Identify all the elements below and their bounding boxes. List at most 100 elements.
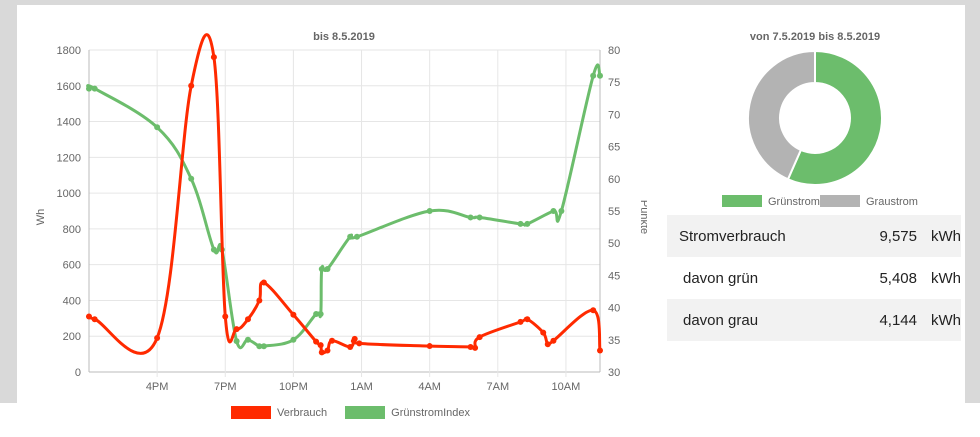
data-point-verbrauch[interactable]	[472, 344, 479, 351]
data-point-verbrauch[interactable]	[517, 318, 524, 325]
data-point-verbrauch[interactable]	[597, 347, 603, 354]
y2-tick-label: 65	[608, 142, 620, 154]
y2-tick-label: 30	[608, 367, 620, 379]
data-point-gruenstromindex[interactable]	[188, 175, 195, 182]
data-point-verbrauch[interactable]	[426, 343, 433, 350]
data-point-gruenstromindex[interactable]	[524, 220, 531, 227]
stats-label: Stromverbrauch	[679, 227, 786, 245]
data-point-verbrauch[interactable]	[324, 347, 331, 354]
main-chart-legend[interactable]: Verbrauch GrünstromIndex	[231, 406, 470, 419]
chart-grid	[88, 49, 601, 377]
data-point-gruenstromindex[interactable]	[597, 72, 603, 79]
data-point-verbrauch[interactable]	[356, 340, 363, 347]
y-axis-ticks: 0 200 400 600 800 1000 1200 1400 1600 1800	[57, 45, 81, 379]
data-point-verbrauch[interactable]	[550, 337, 557, 344]
data-point-gruenstromindex[interactable]	[347, 233, 354, 240]
consumption-stats-table: Stromverbrauch 9,575 kWh davon grün 5,40…	[667, 215, 961, 341]
data-point-verbrauch[interactable]	[256, 297, 263, 304]
data-point-gruenstromindex[interactable]	[317, 311, 324, 318]
data-point-gruenstromindex[interactable]	[467, 214, 474, 221]
x-tick-label: 4PM	[146, 381, 169, 393]
y-tick-label: 1400	[57, 117, 81, 129]
y-tick-label: 1000	[57, 188, 81, 200]
data-point-verbrauch[interactable]	[222, 313, 229, 320]
donut-legend-swatch-gruenstrom[interactable]	[722, 195, 762, 207]
y2-tick-label: 80	[608, 45, 620, 57]
donut-legend-label-graustrom[interactable]: Graustrom	[866, 196, 918, 208]
data-point-verbrauch[interactable]	[233, 326, 240, 333]
data-point-verbrauch[interactable]	[540, 329, 547, 336]
data-point-gruenstromindex[interactable]	[86, 85, 92, 92]
data-point-gruenstromindex[interactable]	[550, 208, 557, 214]
y-tick-label: 1600	[57, 81, 81, 93]
data-point-gruenstromindex[interactable]	[154, 124, 161, 131]
data-point-verbrauch[interactable]	[260, 279, 267, 286]
data-point-gruenstromindex[interactable]	[353, 233, 360, 240]
x-tick-label: 1AM	[350, 381, 373, 393]
data-point-verbrauch[interactable]	[86, 313, 92, 320]
data-point-verbrauch[interactable]	[524, 316, 531, 323]
data-point-gruenstromindex[interactable]	[256, 343, 263, 350]
donut-legend-swatch-graustrom[interactable]	[820, 195, 860, 207]
x-tick-label: 7AM	[486, 381, 509, 393]
data-point-gruenstromindex[interactable]	[426, 208, 433, 214]
data-point-gruenstromindex[interactable]	[590, 72, 597, 79]
data-point-verbrauch[interactable]	[317, 342, 324, 349]
data-point-gruenstromindex[interactable]	[244, 336, 251, 343]
data-point-verbrauch[interactable]	[467, 343, 474, 350]
data-point-verbrauch[interactable]	[313, 338, 320, 345]
data-point-gruenstromindex[interactable]	[91, 85, 98, 92]
data-point-verbrauch[interactable]	[476, 334, 483, 341]
y-tick-label: 1200	[57, 152, 81, 164]
y2-tick-label: 50	[608, 238, 620, 250]
donut-legend[interactable]: Grünstrom Graustrom	[722, 195, 918, 208]
data-point-verbrauch[interactable]	[351, 335, 358, 342]
data-point-gruenstromindex[interactable]	[210, 246, 217, 253]
y-tick-label: 600	[63, 260, 81, 272]
donut-slice-graustrom[interactable]	[747, 49, 816, 181]
y-tick-label: 800	[63, 224, 81, 236]
data-point-gruenstromindex[interactable]	[558, 208, 565, 214]
data-point-gruenstromindex[interactable]	[476, 214, 483, 221]
y2-tick-label: 40	[608, 303, 620, 315]
y-tick-label: 1800	[57, 45, 81, 57]
data-point-verbrauch[interactable]	[154, 335, 161, 342]
data-point-verbrauch[interactable]	[590, 307, 597, 314]
y2-tick-label: 55	[608, 206, 620, 218]
legend-swatch-gruenstromindex[interactable]	[345, 406, 386, 419]
legend-label-gruenstromindex[interactable]: GrünstromIndex	[391, 406, 471, 419]
data-point-verbrauch[interactable]	[290, 311, 297, 318]
data-point-gruenstromindex[interactable]	[290, 336, 297, 343]
data-point-verbrauch[interactable]	[244, 316, 251, 323]
stats-row: davon grau 4,144 kWh	[667, 299, 961, 341]
y2-axis-ticks: 30 35 40 45 50 55 60 65 70 75 80	[608, 45, 620, 379]
data-point-verbrauch[interactable]	[347, 343, 354, 350]
data-point-verbrauch[interactable]	[210, 54, 217, 61]
data-point-verbrauch[interactable]	[329, 337, 336, 344]
donut-legend-label-gruenstrom[interactable]: Grünstrom	[768, 196, 820, 208]
stats-unit: kWh	[931, 311, 961, 329]
y-axis-label: Wh	[35, 209, 47, 226]
stats-value: 5,408	[879, 269, 917, 287]
y-tick-label: 0	[75, 367, 81, 379]
data-point-gruenstromindex[interactable]	[517, 220, 524, 227]
stats-row: Stromverbrauch 9,575 kWh	[667, 215, 961, 257]
data-point-gruenstromindex[interactable]	[260, 343, 267, 350]
donut-slice-gruenstrom[interactable]	[786, 49, 883, 186]
legend-label-verbrauch[interactable]: Verbrauch	[277, 406, 328, 419]
y-tick-label: 400	[63, 295, 81, 307]
data-point-verbrauch[interactable]	[91, 316, 98, 323]
stats-label: davon grün	[683, 269, 759, 287]
data-point-gruenstromindex[interactable]	[233, 338, 240, 345]
stats-label: davon grau	[683, 311, 759, 329]
x-tick-label: 10PM	[279, 381, 308, 393]
data-point-verbrauch[interactable]	[544, 341, 551, 348]
legend-swatch-verbrauch[interactable]	[231, 406, 271, 419]
data-point-gruenstromindex[interactable]	[313, 311, 320, 318]
data-point-verbrauch[interactable]	[318, 349, 325, 356]
y2-tick-label: 60	[608, 174, 620, 186]
data-point-gruenstromindex[interactable]	[324, 265, 331, 272]
data-point-gruenstromindex[interactable]	[318, 265, 325, 272]
data-point-verbrauch[interactable]	[188, 82, 195, 89]
